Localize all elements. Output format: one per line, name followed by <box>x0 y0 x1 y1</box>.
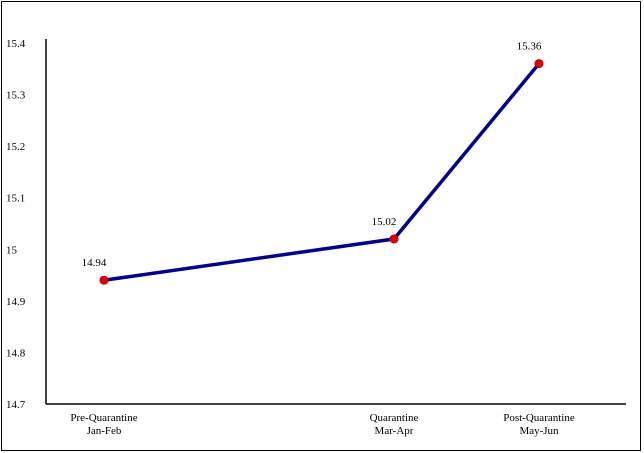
y-tick-label: 14.7 <box>6 399 26 411</box>
x-category-label: Post-Quarantine <box>503 412 575 424</box>
x-category-label: Jan-Feb <box>87 425 122 437</box>
data-label: 15.36 <box>517 41 542 53</box>
series-line <box>102 61 541 282</box>
y-tick-label: 14.9 <box>6 296 26 308</box>
data-point <box>534 59 544 69</box>
x-category-label: Quarantine <box>370 412 419 424</box>
data-point <box>99 275 109 285</box>
y-tick-label: 15.1 <box>6 193 25 205</box>
y-tick-label: 15.3 <box>6 90 26 102</box>
x-category-label: Pre-Quarantine <box>70 412 137 424</box>
x-category-label: Mar-Apr <box>375 425 414 437</box>
y-tick-label: 14.8 <box>6 347 26 359</box>
y-tick-label: 15.4 <box>6 38 26 50</box>
x-category-label: May-Jun <box>519 425 559 437</box>
data-point <box>389 234 399 244</box>
y-tick-label: 15 <box>6 244 18 256</box>
y-tick-label: 15.2 <box>6 141 25 153</box>
data-label: 15.02 <box>372 216 397 228</box>
data-label: 14.94 <box>82 257 107 269</box>
